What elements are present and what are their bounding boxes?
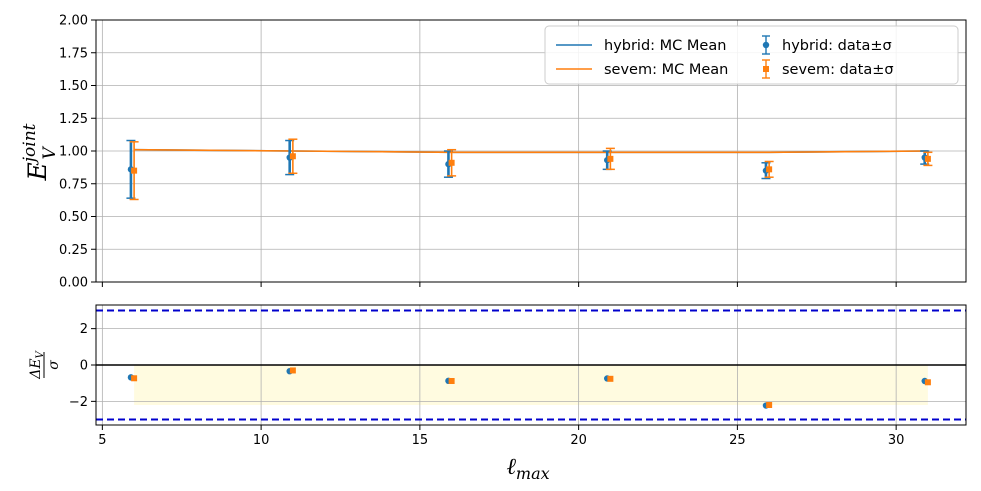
legend-label: hybrid: data±σ — [782, 38, 892, 54]
residual-point — [289, 367, 296, 374]
residual-point — [131, 375, 138, 382]
top-y-tick-label: 1.25 — [59, 112, 88, 127]
top-y-tick-label: 1.50 — [59, 79, 88, 94]
bottom-y-tick-label: 0 — [80, 359, 88, 374]
top-y-tick-label: 1.75 — [59, 46, 88, 61]
shaded-band — [134, 365, 928, 405]
bottom-y-tick-label: 2 — [80, 322, 88, 337]
residual-point — [924, 379, 931, 386]
bottom-panel: 5 10 15 20 25 30 −2 0 2 — [69, 304, 967, 448]
legend-marker-swatch — [763, 66, 769, 72]
residual-point — [607, 375, 614, 382]
top-y-tick-label: 0.00 — [59, 276, 88, 291]
top-y-label-main: E — [23, 162, 52, 181]
x-axis-label-main: ℓ — [506, 454, 516, 480]
top-plot-frame — [95, 19, 967, 283]
data-point — [289, 153, 296, 160]
x-axis-label-sub: max — [516, 464, 550, 483]
top-y-tick-label: 0.25 — [59, 243, 88, 258]
bottom-x-tick-label: 15 — [412, 433, 429, 448]
legend-label: hybrid: MC Mean — [604, 38, 726, 54]
legend-label: sevem: data±σ — [782, 62, 894, 78]
mc-mean-line — [134, 148, 928, 154]
bottom-x-tick-label: 20 — [570, 433, 587, 448]
top-y-axis-label: EjointV — [20, 123, 60, 181]
top-y-tick-label: 2.00 — [59, 14, 88, 29]
bottom-y-label-numerator: ΔEV — [28, 349, 46, 379]
data-point — [131, 167, 138, 174]
bottom-plot-frame — [95, 304, 967, 426]
legend-marker-swatch — [762, 41, 770, 49]
legend-box — [544, 25, 959, 85]
bottom-y-label-main: ΔE — [28, 358, 44, 379]
top-y-tick-label: 0.50 — [59, 210, 88, 225]
bottom-x-tick-label: 10 — [253, 433, 270, 448]
legend: hybrid: MC Mean sevem: MC Mean hybrid: dat… — [544, 25, 959, 85]
residual-point — [448, 378, 455, 384]
top-y-label-sub: V — [40, 146, 60, 160]
top-y-tick-label: 0.75 — [59, 177, 88, 192]
legend-label: sevem: MC Mean — [604, 62, 728, 78]
data-point — [924, 155, 931, 162]
bottom-y-label-denominator: σ — [46, 360, 62, 370]
top-y-tick-label: 1.00 — [59, 145, 88, 160]
x-axis-label: ℓmax — [506, 454, 549, 483]
bottom-x-tick-label: 25 — [729, 433, 746, 448]
data-point — [766, 166, 773, 173]
residual-point — [766, 402, 773, 408]
bottom-y-label-sub: V — [35, 349, 46, 358]
bottom-x-tick-label: 5 — [98, 433, 106, 448]
data-point — [607, 155, 614, 162]
bottom-y-tick-label: −2 — [69, 395, 88, 410]
data-point — [448, 159, 455, 166]
top-panel: 0.00 0.25 0.50 0.75 1.00 1.25 1.50 1.75 2.00 — [59, 14, 967, 291]
bottom-x-tick-label: 30 — [888, 433, 905, 448]
top-y-label-sup: joint — [20, 123, 40, 166]
